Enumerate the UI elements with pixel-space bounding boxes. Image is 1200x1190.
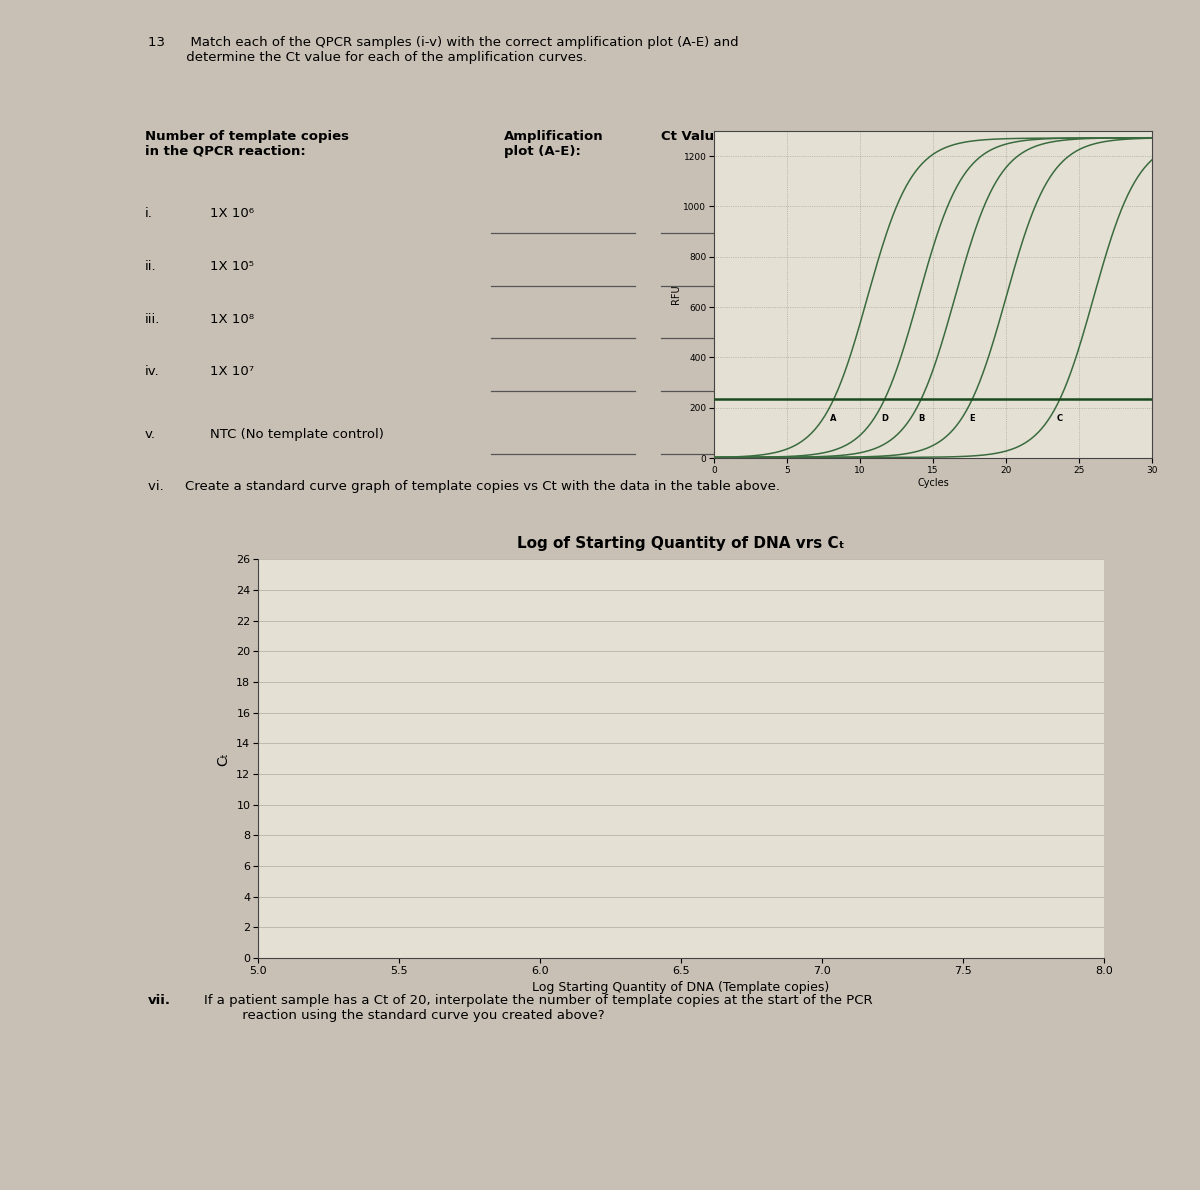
Text: iv.: iv.: [144, 365, 160, 378]
Text: D: D: [882, 414, 889, 424]
Text: Ct Value: Ct Value: [661, 130, 724, 143]
Text: 1X 10⁸: 1X 10⁸: [210, 313, 254, 326]
Text: C: C: [1057, 414, 1063, 424]
Text: 1X 10⁷: 1X 10⁷: [210, 365, 254, 378]
X-axis label: Log Starting Quantity of DNA (Template copies): Log Starting Quantity of DNA (Template c…: [533, 981, 829, 994]
Text: v.: v.: [144, 428, 156, 441]
Text: ii.: ii.: [144, 259, 156, 273]
Text: 1X 10⁵: 1X 10⁵: [210, 259, 254, 273]
Text: 1X 10⁶: 1X 10⁶: [210, 207, 254, 220]
Text: B: B: [918, 414, 925, 424]
Text: 13      Match each of the QPCR samples (i-v) with the correct amplification plot: 13 Match each of the QPCR samples (i-v) …: [149, 36, 739, 64]
Text: A: A: [830, 414, 836, 424]
Y-axis label: Cₜ: Cₜ: [216, 752, 230, 765]
Text: E: E: [970, 414, 974, 424]
Title: Log of Starting Quantity of DNA vrs Cₜ: Log of Starting Quantity of DNA vrs Cₜ: [517, 537, 845, 551]
Y-axis label: RFU: RFU: [671, 284, 680, 305]
Text: i.: i.: [144, 207, 152, 220]
Text: Amplification
plot (A-E):: Amplification plot (A-E):: [504, 130, 604, 157]
Text: iii.: iii.: [144, 313, 160, 326]
Text: NTC (No template control): NTC (No template control): [210, 428, 384, 441]
Text: Number of template copies
in the QPCR reaction:: Number of template copies in the QPCR re…: [144, 130, 348, 157]
X-axis label: Cycles: Cycles: [917, 477, 949, 488]
Text: If a patient sample has a Ct of 20, interpolate the number of template copies at: If a patient sample has a Ct of 20, inte…: [204, 994, 872, 1022]
Text: vi.     Create a standard curve graph of template copies vs Ct with the data in : vi. Create a standard curve graph of tem…: [149, 480, 780, 493]
Text: vii.: vii.: [149, 994, 172, 1007]
